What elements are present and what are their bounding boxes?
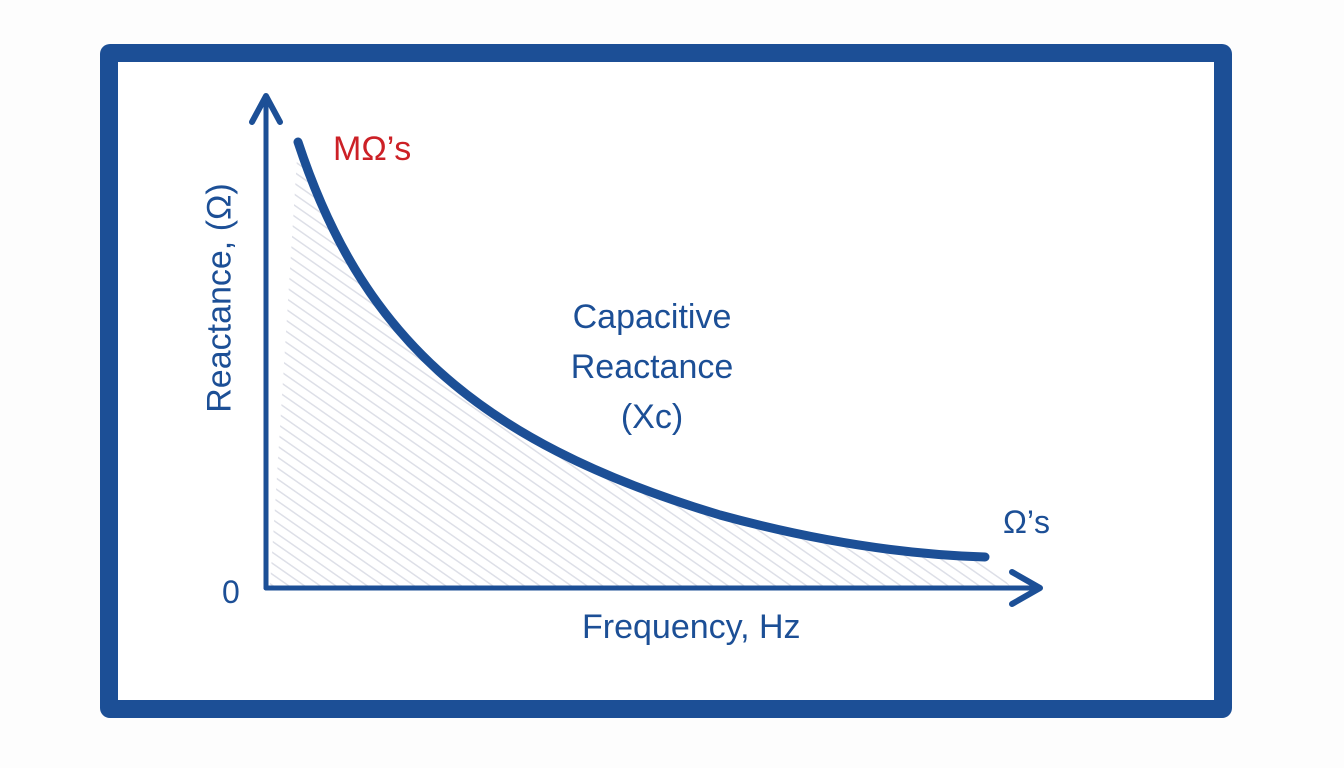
x-axis-arrow-icon: [1009, 569, 1043, 607]
high-value-label: MΩ’s: [333, 130, 412, 168]
reactance-curve: [293, 137, 990, 562]
y-axis-arrow-icon: [249, 93, 283, 125]
area-under-curve: [270, 142, 1010, 586]
curve-title-line-1: Capacitive: [572, 298, 732, 336]
curve-title-line-3: (Xc): [620, 398, 684, 436]
x-axis-label: Frequency, Hz: [582, 608, 801, 646]
curve-title-line-2: Reactance: [570, 348, 734, 386]
curve-title: Capacitive Reactance (Xc): [571, 292, 734, 442]
origin-label: 0: [222, 574, 240, 610]
y-axis-label: Reactance, (Ω): [200, 183, 239, 413]
low-value-label: Ω’s: [1003, 504, 1051, 540]
